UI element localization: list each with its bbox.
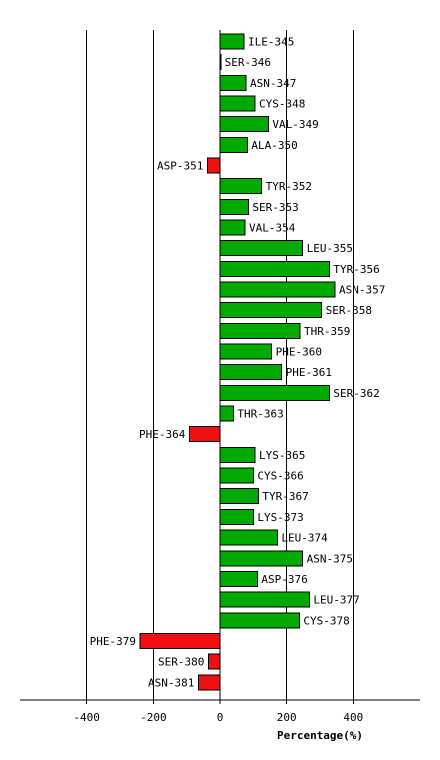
bar-val-349 — [219, 116, 269, 133]
bar-leu-355 — [219, 240, 304, 257]
bar-label-ser-358: SER-358 — [326, 304, 372, 317]
bar-label-val-349: VAL-349 — [272, 118, 318, 131]
bar-ala-350 — [219, 136, 248, 153]
bar-cys-366 — [219, 467, 254, 484]
bar-phe-379 — [139, 632, 221, 649]
bar-label-thr-359: THR-359 — [304, 325, 350, 338]
bar-label-leu-377: LEU-377 — [313, 594, 359, 607]
bar-lys-373 — [219, 508, 254, 525]
x-tick-label-2: 0 — [217, 711, 224, 724]
bar-label-leu-374: LEU-374 — [281, 532, 328, 545]
bar-cys-348 — [219, 95, 256, 112]
bar-cys-378 — [219, 612, 300, 629]
bar-label-asn-347: ASN-347 — [250, 77, 296, 90]
bar-label-asn-375: ASN-375 — [307, 552, 353, 565]
bar-label-tyr-352: TYR-352 — [266, 180, 312, 193]
bar-asp-376 — [219, 570, 258, 587]
bar-label-cys-378: CYS-378 — [303, 614, 349, 627]
bar-label-ala-350: ALA-350 — [251, 139, 297, 152]
bar-labels: ILE-345 SER-346 ASN-347 CYS-348 VAL-349 ALA-3… — [90, 36, 386, 690]
bar-label-ser-346: SER-346 — [225, 56, 271, 69]
bar-ser-358 — [219, 302, 323, 319]
x-tick-label-0: -400 — [73, 711, 100, 724]
bar-label-asp-376: ASP-376 — [261, 573, 307, 586]
bar-ile-345 — [219, 33, 245, 50]
x-tick-label-1: -200 — [140, 711, 167, 724]
bar-asp-351 — [206, 157, 221, 174]
bar-tyr-367 — [219, 488, 259, 505]
x-axis-title: Percentage(%) — [277, 729, 363, 742]
bar-asn-357 — [219, 281, 336, 298]
bar-label-ser-380: SER-380 — [158, 656, 204, 669]
bar-phe-361 — [219, 364, 283, 381]
bar-label-phe-360: PHE-360 — [276, 346, 322, 359]
bar-lys-365 — [219, 446, 256, 463]
bar-asn-381 — [197, 674, 221, 691]
bar-label-tyr-356: TYR-356 — [333, 263, 379, 276]
bar-phe-360 — [219, 343, 273, 360]
bar-label-asn-357: ASN-357 — [339, 284, 385, 297]
bar-tyr-356 — [219, 260, 330, 277]
bar-ser-380 — [207, 653, 221, 670]
bar-thr-363 — [219, 405, 234, 422]
bar-leu-377 — [219, 591, 310, 608]
bar-ser-346 — [219, 54, 222, 71]
bar-ser-362 — [219, 384, 330, 401]
bar-label-lys-365: LYS-365 — [259, 449, 305, 462]
bar-asn-347 — [219, 74, 247, 91]
x-tick-label-4: 400 — [343, 711, 363, 724]
bar-label-lys-373: LYS-373 — [257, 511, 303, 524]
bar-label-ser-362: SER-362 — [333, 387, 379, 400]
bar-label-phe-364: PHE-364 — [139, 428, 186, 441]
bar-label-tyr-367: TYR-367 — [262, 490, 308, 503]
bars — [139, 33, 336, 691]
bar-label-val-354: VAL-354 — [249, 222, 296, 235]
bar-label-phe-361: PHE-361 — [286, 366, 332, 379]
bar-val-354 — [219, 219, 246, 236]
x-axis: -400 -200 0 200 400 — [20, 699, 420, 724]
bar-label-ser-353: SER-353 — [252, 201, 298, 214]
bar-leu-374 — [219, 529, 278, 546]
bar-tyr-352 — [219, 178, 263, 195]
bar-thr-359 — [219, 322, 301, 339]
bar-label-leu-355: LEU-355 — [307, 242, 353, 255]
bar-label-cys-348: CYS-348 — [259, 98, 305, 111]
bar-label-asp-351: ASP-351 — [157, 160, 203, 173]
bar-label-ile-345: ILE-345 — [248, 36, 294, 49]
bar-asn-375 — [219, 550, 304, 567]
bar-phe-364 — [188, 426, 221, 443]
x-tick-label-3: 200 — [277, 711, 297, 724]
bar-label-cys-366: CYS-366 — [257, 470, 303, 483]
bar-ser-353 — [219, 198, 249, 215]
bar-label-thr-363: THR-363 — [237, 408, 283, 421]
bar-label-phe-379: PHE-379 — [90, 635, 136, 648]
bar-label-asn-381: ASN-381 — [148, 676, 194, 689]
